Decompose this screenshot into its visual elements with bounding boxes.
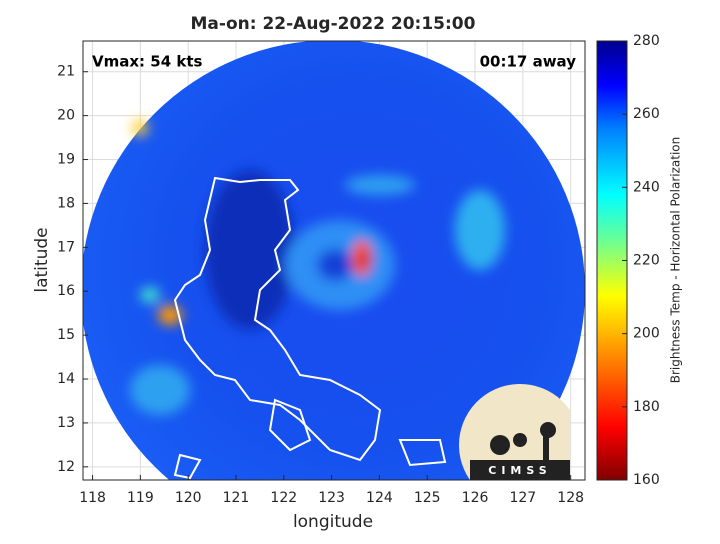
colorbar-label: Brightness Temp - Horizontal Polarizatio… xyxy=(669,137,683,384)
colorbar-tick-label: 280 xyxy=(633,33,660,49)
x-tick-label: 128 xyxy=(557,490,584,506)
plot-frame xyxy=(82,40,586,481)
colorbar-tick-label: 220 xyxy=(633,253,660,269)
colorbar-tick-label: 200 xyxy=(633,326,660,342)
colorbar-tick-label: 260 xyxy=(633,106,660,122)
y-tick-label: 14 xyxy=(57,371,75,387)
y-tick-label: 18 xyxy=(57,195,75,211)
logo: CIMSS xyxy=(458,383,570,480)
annotation: 00:17 away xyxy=(480,53,577,71)
y-axis-label: latitude xyxy=(32,227,52,292)
y-tick-label: 13 xyxy=(57,415,75,431)
x-tick-label: 127 xyxy=(509,490,536,506)
chart-title: Ma-on: 22-Aug-2022 20:15:00 xyxy=(191,14,476,34)
y-tick-label: 15 xyxy=(57,327,75,343)
x-axis-label: longitude xyxy=(293,512,373,532)
x-tick-label: 124 xyxy=(366,490,393,506)
logo-text: CIMSS xyxy=(488,464,551,477)
y-tick-label: 17 xyxy=(57,239,75,255)
satellite-image xyxy=(83,41,585,480)
x-tick-label: 121 xyxy=(223,490,250,506)
x-tick-label: 120 xyxy=(175,490,202,506)
colorbar-tick-label: 180 xyxy=(633,399,660,415)
x-tick-label: 119 xyxy=(127,490,154,506)
y-tick-label: 20 xyxy=(57,108,75,124)
y-tick-label: 16 xyxy=(57,283,75,299)
y-tick-label: 21 xyxy=(57,64,75,80)
y-tick-label: 19 xyxy=(57,152,75,168)
colorbar-tick-label: 240 xyxy=(633,179,660,195)
x-tick-label: 122 xyxy=(270,490,297,506)
annotation: Vmax: 54 kts xyxy=(92,53,202,71)
y-tick-label: 12 xyxy=(57,459,75,475)
colorbar-tick-label: 160 xyxy=(633,472,660,488)
x-tick-label: 123 xyxy=(318,490,345,506)
x-tick-label: 118 xyxy=(79,490,106,506)
x-tick-label: 125 xyxy=(414,490,441,506)
x-tick-label: 126 xyxy=(462,490,489,506)
